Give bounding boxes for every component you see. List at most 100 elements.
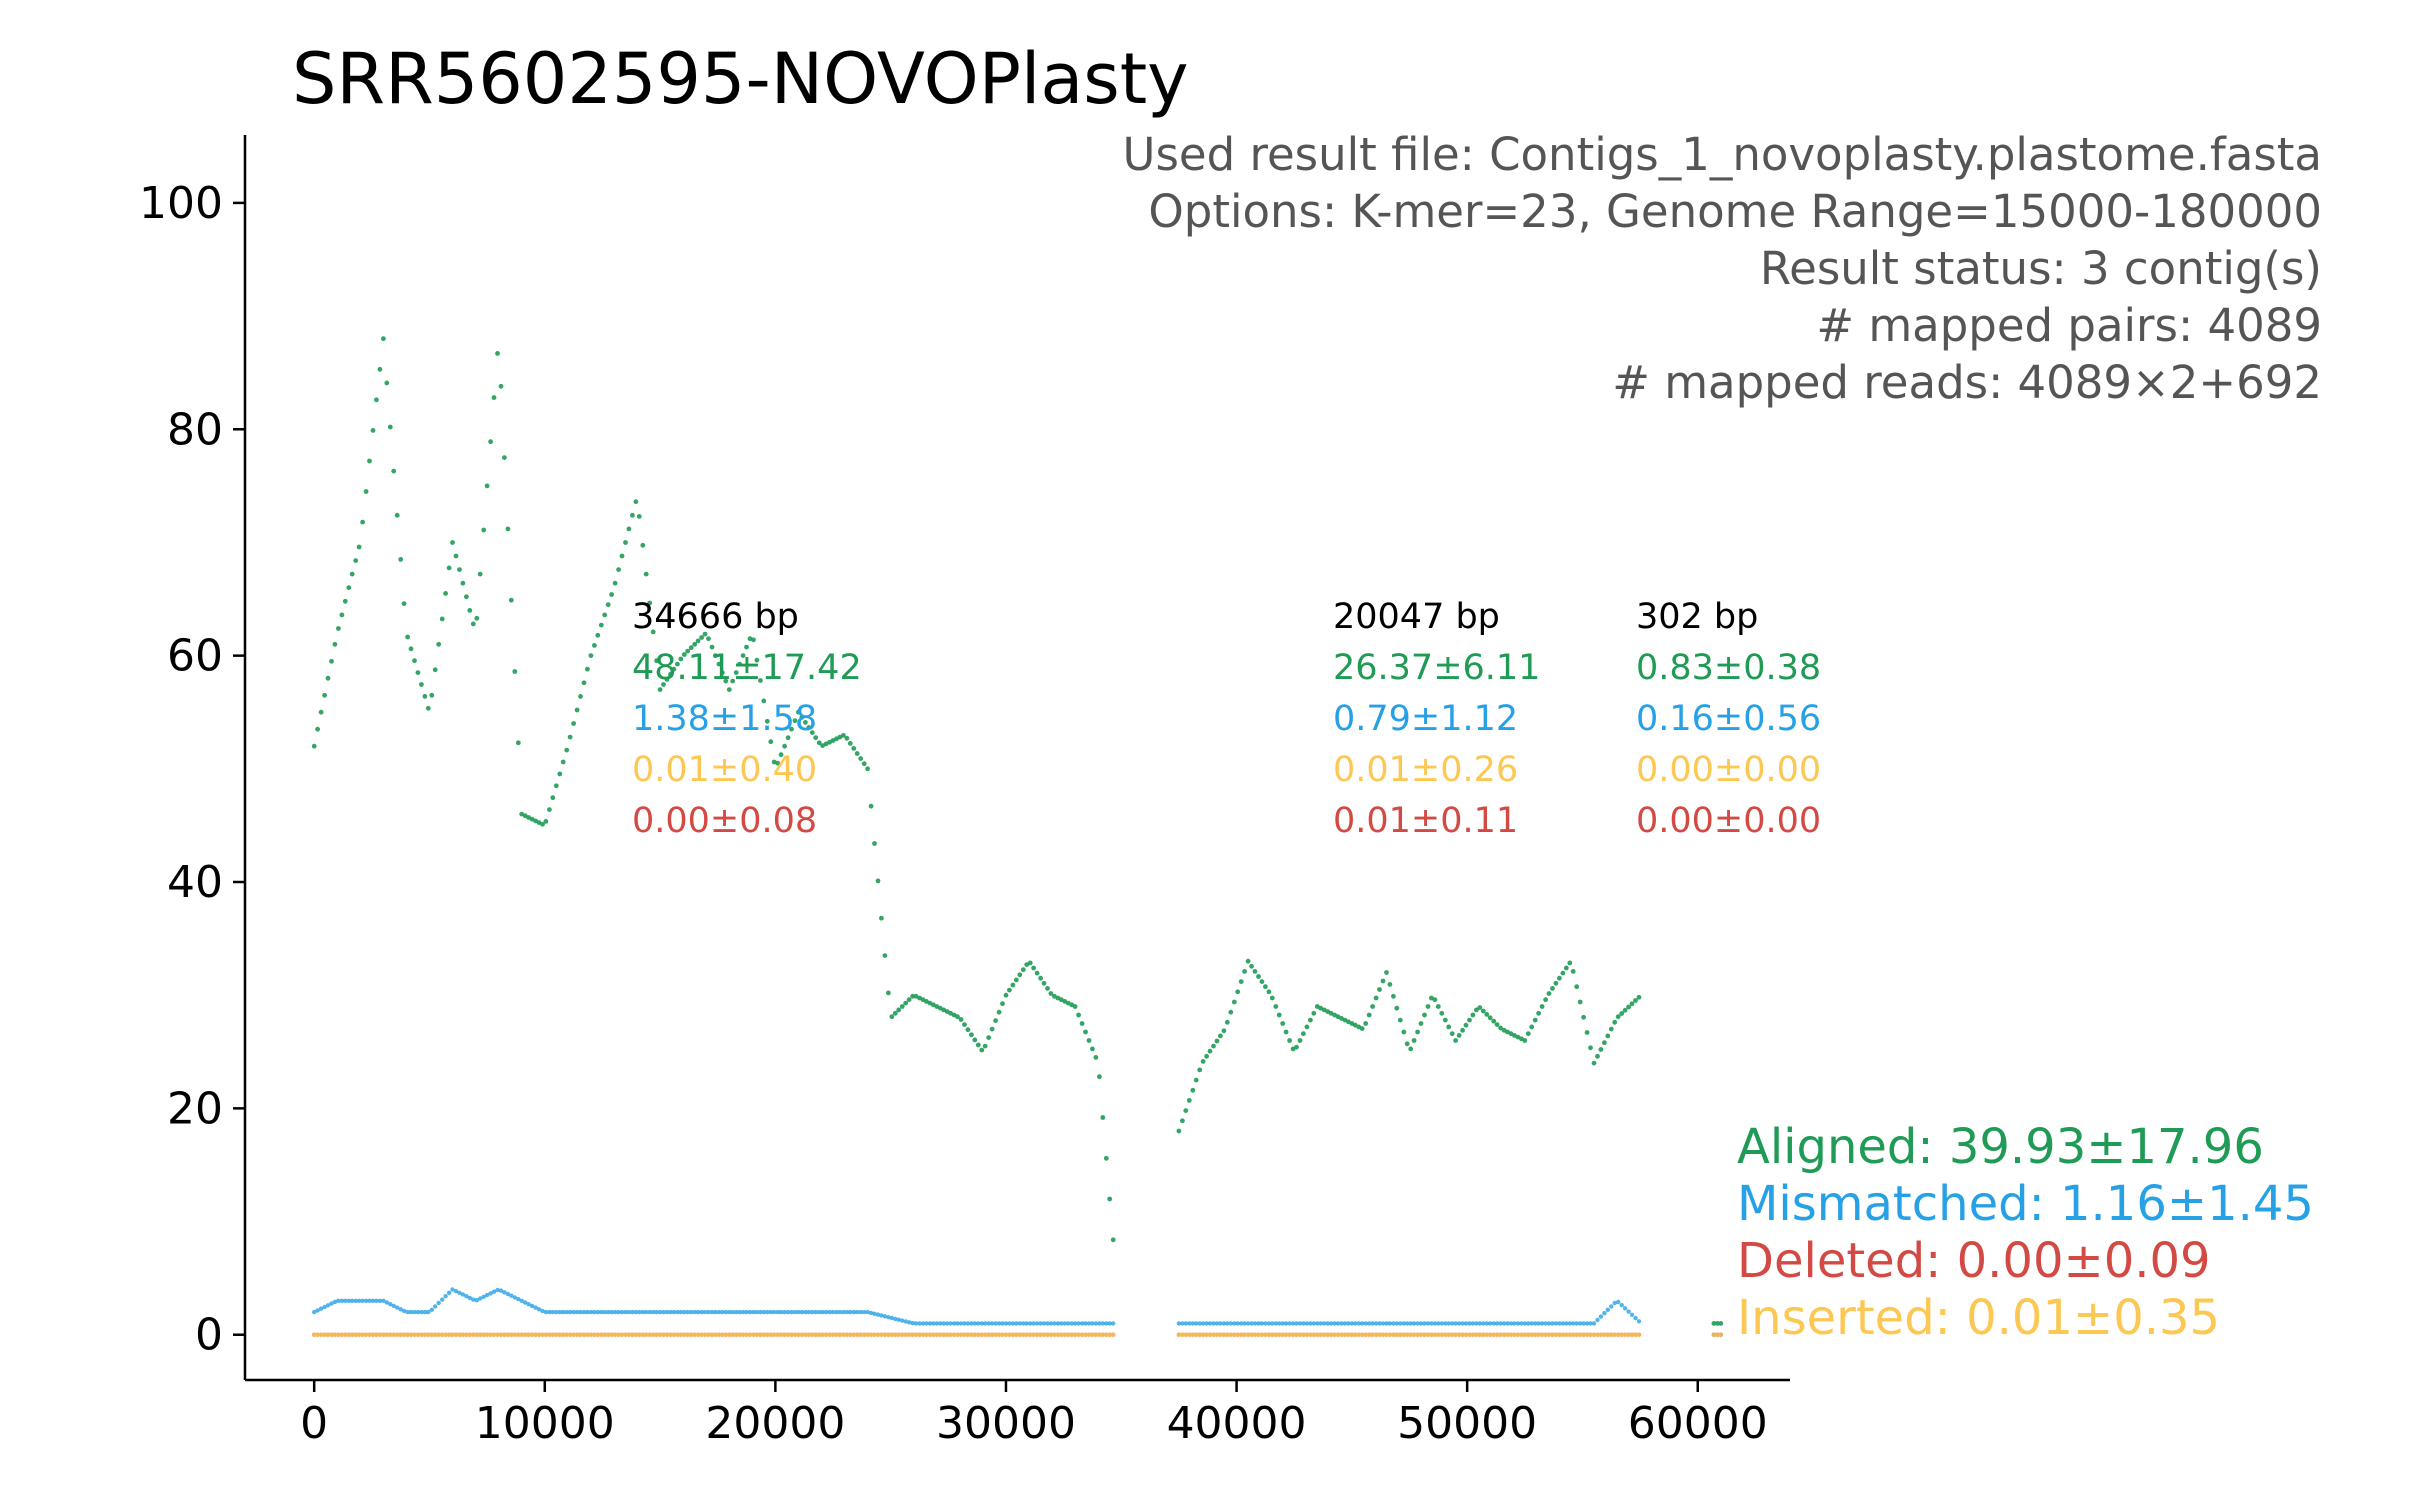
data-point [543,1309,549,1315]
data-point [734,1332,739,1337]
data-point [1456,1332,1462,1337]
data-point [1038,1321,1043,1326]
data-point [329,1332,334,1337]
data-point [467,608,473,613]
data-point [512,1295,517,1300]
data-point [574,1309,580,1315]
data-point [1308,1017,1313,1023]
x-tick-label: 10000 [475,1398,615,1449]
data-point [893,1316,898,1322]
data-point [720,1309,725,1315]
data-point [1207,1321,1213,1326]
data-point [1059,1321,1064,1326]
data-point [1543,1332,1548,1337]
data-point [657,1332,663,1337]
data-point [813,1309,818,1315]
data-point [865,1309,870,1315]
data-point [1242,1332,1247,1337]
data-point [775,1332,780,1337]
data-point [1488,1332,1493,1337]
data-point [799,1332,805,1337]
data-point [789,1309,794,1315]
data-point [312,1309,317,1315]
data-point [391,468,397,474]
data-point [1356,1332,1362,1337]
data-point [1266,1332,1272,1337]
data-point [906,1332,912,1337]
data-point [1280,1021,1286,1026]
data-point [713,653,718,658]
data-point [484,1332,490,1337]
data-point [958,1321,964,1326]
data-point [1194,1321,1199,1326]
data-point [515,740,521,746]
data-point [1328,1321,1334,1326]
data-point [855,1309,860,1315]
data-point [630,1309,635,1315]
data-point [1176,1332,1182,1337]
data-point [1387,982,1393,987]
data-point [536,1307,542,1312]
data-point [332,1299,338,1305]
data-point [1273,1321,1279,1326]
data-point [1325,1332,1330,1337]
data-point [886,1315,891,1320]
data-point [706,636,711,642]
data-point [958,1332,964,1337]
data-point [882,1314,888,1319]
info-box: Used result file: Contigs_1_novoplasty.p… [1123,128,2322,409]
data-point [689,1332,694,1337]
data-point [1391,1332,1396,1337]
data-point [1553,980,1559,986]
data-point [1204,1332,1209,1337]
data-point [868,1310,874,1316]
data-point [1194,1332,1199,1337]
data-point [1574,1332,1579,1337]
data-point [405,634,410,640]
data-point [1401,1029,1407,1035]
data-point [1190,1321,1196,1326]
data-point [381,1332,386,1337]
data-point [1453,1321,1458,1326]
data-point [315,726,320,732]
data-point [1308,1332,1313,1337]
data-point [1224,1019,1230,1025]
data-point [896,1007,902,1013]
data-point [1536,1010,1541,1016]
data-point [1245,1332,1251,1337]
data-point [1598,1314,1604,1319]
data-point [931,1321,936,1326]
data-point [730,1332,735,1337]
data-point [1415,1332,1420,1337]
data-point [616,567,621,572]
x-tick-label: 40000 [1167,1398,1307,1449]
data-point [1588,1321,1593,1326]
data-point [941,1321,946,1326]
data-point [986,1321,991,1326]
data-point [1519,1321,1524,1326]
data-point [1612,1300,1617,1306]
data-point [1052,1332,1057,1337]
data-point [1263,1321,1268,1326]
data-point [1304,1332,1310,1337]
data-point [1571,1332,1576,1337]
data-point [803,1332,808,1337]
data-point [1588,1332,1593,1337]
data-points [311,336,1724,1337]
contig-stat-2: 20047 bp 26.37±6.11 0.79±1.12 0.01±0.26 0.01… [1333,597,1540,841]
data-point [374,397,379,403]
data-point [1574,1321,1579,1326]
data-point [1491,1018,1497,1024]
data-point [619,553,625,559]
data-point [363,1298,369,1304]
data-point [1608,1026,1614,1032]
data-point [993,1321,998,1326]
data-point [536,1332,542,1337]
data-point [550,1309,555,1315]
data-point [1079,1321,1085,1326]
data-point [862,1309,867,1315]
data-point [433,1332,438,1337]
data-point [1356,1321,1362,1326]
data-point [1031,965,1036,971]
data-point [1629,1001,1635,1007]
